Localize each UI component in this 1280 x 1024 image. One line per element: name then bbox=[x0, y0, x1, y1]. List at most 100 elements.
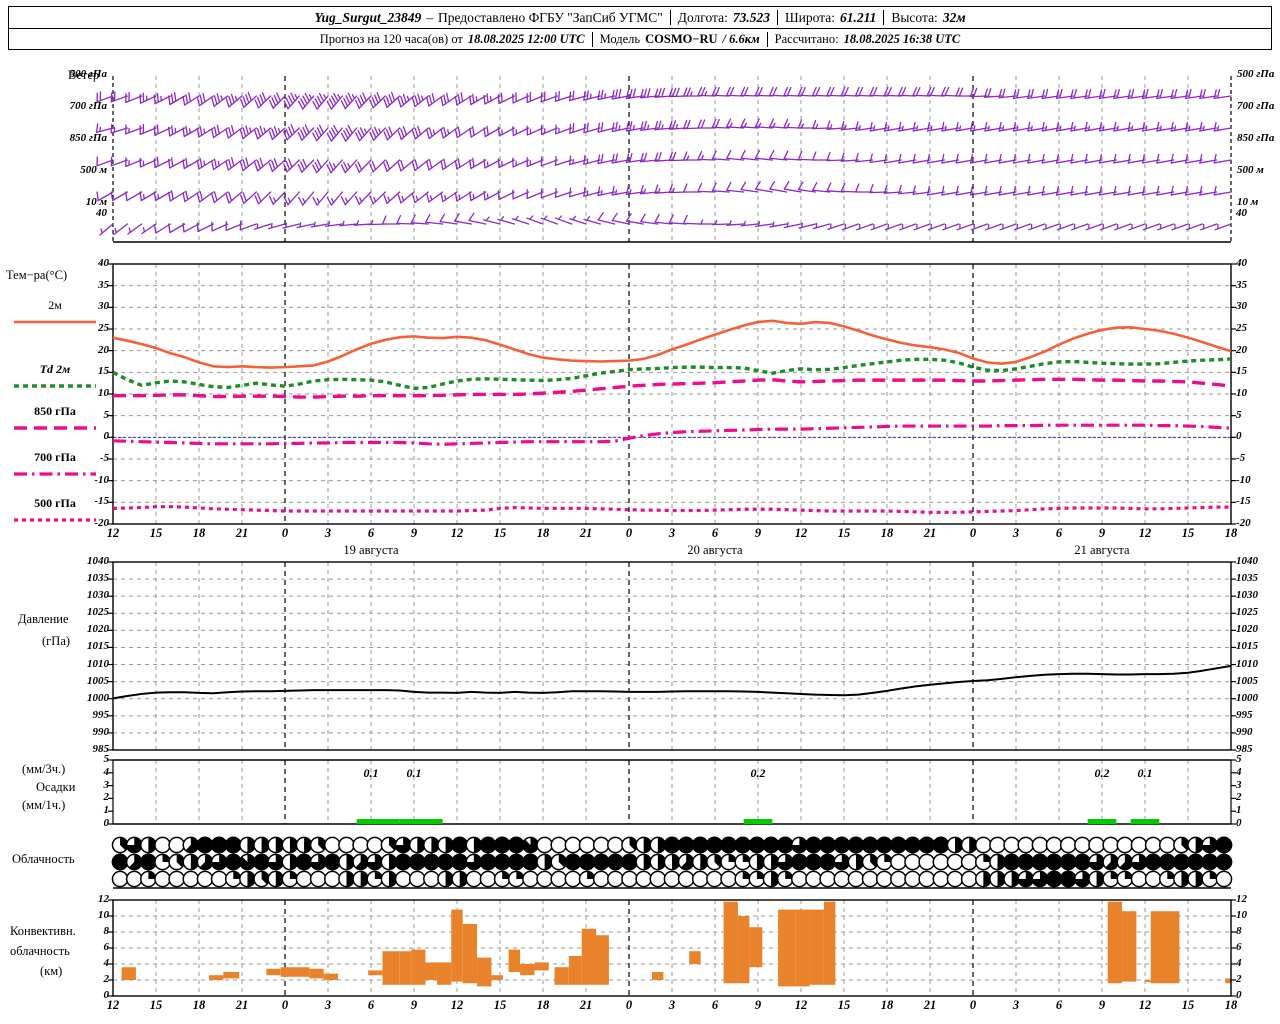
axis-tick-label: 6 bbox=[1236, 941, 1242, 953]
axis-tick-label: 12 bbox=[1236, 893, 1247, 905]
axis-tick-label: 25 bbox=[98, 322, 109, 334]
axis-tick-label: -20 bbox=[1236, 517, 1251, 529]
axis-tick-label: 3 bbox=[103, 778, 110, 791]
axis-tick-label: 4 bbox=[103, 765, 110, 778]
axis-tick-label: 995 bbox=[1236, 708, 1253, 721]
cloudiness-title: Облачность bbox=[12, 852, 75, 866]
temp-legend-swatch-1 bbox=[14, 384, 96, 388]
time-tick-label: 6 bbox=[367, 998, 375, 1012]
temp-legend-label-2: 850 гПа bbox=[34, 404, 76, 418]
axis-tick-label: 995 bbox=[92, 708, 110, 721]
axis-tick-label: -20 bbox=[94, 517, 109, 529]
time-tick-label: 12 bbox=[106, 526, 120, 540]
precipitation-plot bbox=[108, 759, 1236, 825]
time-tick-label: 9 bbox=[1098, 998, 1106, 1012]
axis-tick-label: 40 bbox=[1236, 257, 1247, 269]
day-label: 19 августа bbox=[343, 543, 399, 557]
convective-cloud-plot bbox=[108, 899, 1236, 997]
axis-tick-label: 2 bbox=[1236, 791, 1242, 804]
axis-tick-label: 1040 bbox=[1236, 555, 1258, 567]
wind-level-label: 850 гПа bbox=[69, 132, 107, 144]
time-tick-label: 21 bbox=[923, 526, 937, 540]
divider bbox=[766, 32, 768, 47]
axis-tick-label: 0 bbox=[103, 430, 110, 443]
provider-text: Предоставлено ФГБУ "ЗапСиб УГМС" bbox=[437, 9, 663, 25]
axis-tick-label: 10 bbox=[98, 387, 109, 399]
precip-title: Осадки bbox=[36, 780, 76, 794]
axis-tick-label: 1035 bbox=[1236, 572, 1258, 585]
axis-tick-label: 4 bbox=[103, 957, 110, 969]
model-resolution: / 6.6км bbox=[722, 32, 760, 46]
day-label: 20 августа bbox=[687, 543, 743, 557]
axis-tick-label: 25 bbox=[1236, 322, 1247, 334]
time-tick-label: 0 bbox=[281, 526, 289, 540]
axis-tick-label: 8 bbox=[1236, 925, 1242, 937]
axis-tick-label: 30 bbox=[98, 300, 109, 313]
temp-legend-swatch-4 bbox=[14, 518, 96, 522]
axis-tick-label: -5 bbox=[99, 452, 109, 464]
axis-tick-label: 1 bbox=[103, 804, 110, 817]
time-tick-label: 3 bbox=[324, 526, 332, 540]
time-tick-label: 18 bbox=[192, 998, 206, 1012]
axis-tick-label: 1000 bbox=[87, 691, 109, 704]
axis-tick-label: 12 bbox=[98, 893, 109, 905]
axis-tick-label: 985 bbox=[92, 743, 110, 755]
axis-tick-label: 3 bbox=[1236, 778, 1242, 791]
temp-legend-swatch-2 bbox=[14, 426, 96, 430]
latitude-label: Широта: bbox=[784, 9, 835, 25]
time-tick-label: 9 bbox=[754, 998, 762, 1012]
axis-tick-label: 5 bbox=[1236, 408, 1242, 421]
time-tick-label: 6 bbox=[1055, 526, 1063, 540]
precip-units-3h: (мм/3ч.) bbox=[22, 762, 66, 776]
precip-amount-label: 0.1 bbox=[1137, 766, 1153, 780]
temperature-plot bbox=[108, 263, 1236, 525]
divider bbox=[669, 10, 671, 25]
axis-tick-label: 1035 bbox=[87, 572, 109, 585]
cloudiness-panel: Облачность bbox=[0, 834, 1280, 892]
pressure-panel: Давление (гПа) 985 985 990 990 995 995 1000 100… bbox=[0, 554, 1280, 756]
axis-tick-label: -5 bbox=[1236, 452, 1246, 464]
latitude-value: 61.211 bbox=[839, 9, 877, 25]
wind-level-label: 700 гПа bbox=[69, 100, 107, 112]
axis-tick-label: 1020 bbox=[87, 623, 109, 636]
time-tick-label: 18 bbox=[880, 526, 894, 540]
header-box: Yug_Surgut_23849 – Предоставлено ФГБУ "З… bbox=[8, 6, 1272, 50]
temp-legend-label-0: 2м bbox=[48, 298, 62, 312]
pressure-plot bbox=[108, 561, 1236, 751]
precip-amount-label: 0.2 bbox=[750, 766, 766, 780]
temp-legend-label-1: Td 2м bbox=[39, 362, 71, 376]
time-tick-label: 15 bbox=[149, 998, 163, 1012]
time-tick-label: 18 bbox=[880, 998, 894, 1012]
axis-tick-label: 985 bbox=[1236, 743, 1253, 755]
time-tick-label: 15 bbox=[837, 526, 851, 540]
time-tick-label: 21 bbox=[235, 998, 249, 1012]
axis-tick-label: 5 bbox=[103, 408, 110, 421]
axis-tick-label: 15 bbox=[1236, 365, 1247, 378]
time-tick-label: 6 bbox=[711, 998, 719, 1012]
axis-tick-label: -15 bbox=[1236, 495, 1251, 508]
axis-tick-label: 1030 bbox=[1236, 589, 1258, 602]
axis-tick-label: 1000 bbox=[1236, 691, 1258, 704]
day-label: 21 августа bbox=[1074, 543, 1130, 557]
temp-legend-label-3: 700 гПа bbox=[34, 450, 76, 464]
temp-legend-swatch-0 bbox=[14, 320, 96, 324]
precip-units-1h: (мм/1ч.) bbox=[22, 798, 66, 812]
time-tick-label: 18 bbox=[1224, 526, 1238, 540]
axis-tick-label: -10 bbox=[1236, 473, 1251, 486]
axis-tick-label: 1020 bbox=[1236, 623, 1258, 636]
time-tick-label: 15 bbox=[493, 526, 507, 540]
wind-axis-bottom-label: 40 bbox=[96, 207, 107, 219]
axis-tick-label: 1015 bbox=[87, 640, 109, 653]
axis-tick-label: 990 bbox=[1236, 725, 1253, 738]
time-tick-label: 6 bbox=[1055, 998, 1063, 1012]
axis-tick-label: -15 bbox=[94, 495, 109, 508]
axis-tick-label: 5 bbox=[1236, 753, 1242, 765]
axis-tick-label: 1030 bbox=[87, 589, 109, 602]
time-tick-label: 0 bbox=[281, 998, 289, 1012]
axis-tick-label: 0 bbox=[1236, 989, 1242, 1001]
axis-tick-label: 1040 bbox=[87, 555, 109, 567]
axis-tick-label: 2 bbox=[1236, 973, 1242, 985]
temperature-title: Тем−ра(°C) bbox=[6, 268, 68, 282]
time-tick-label: 15 bbox=[837, 998, 851, 1012]
